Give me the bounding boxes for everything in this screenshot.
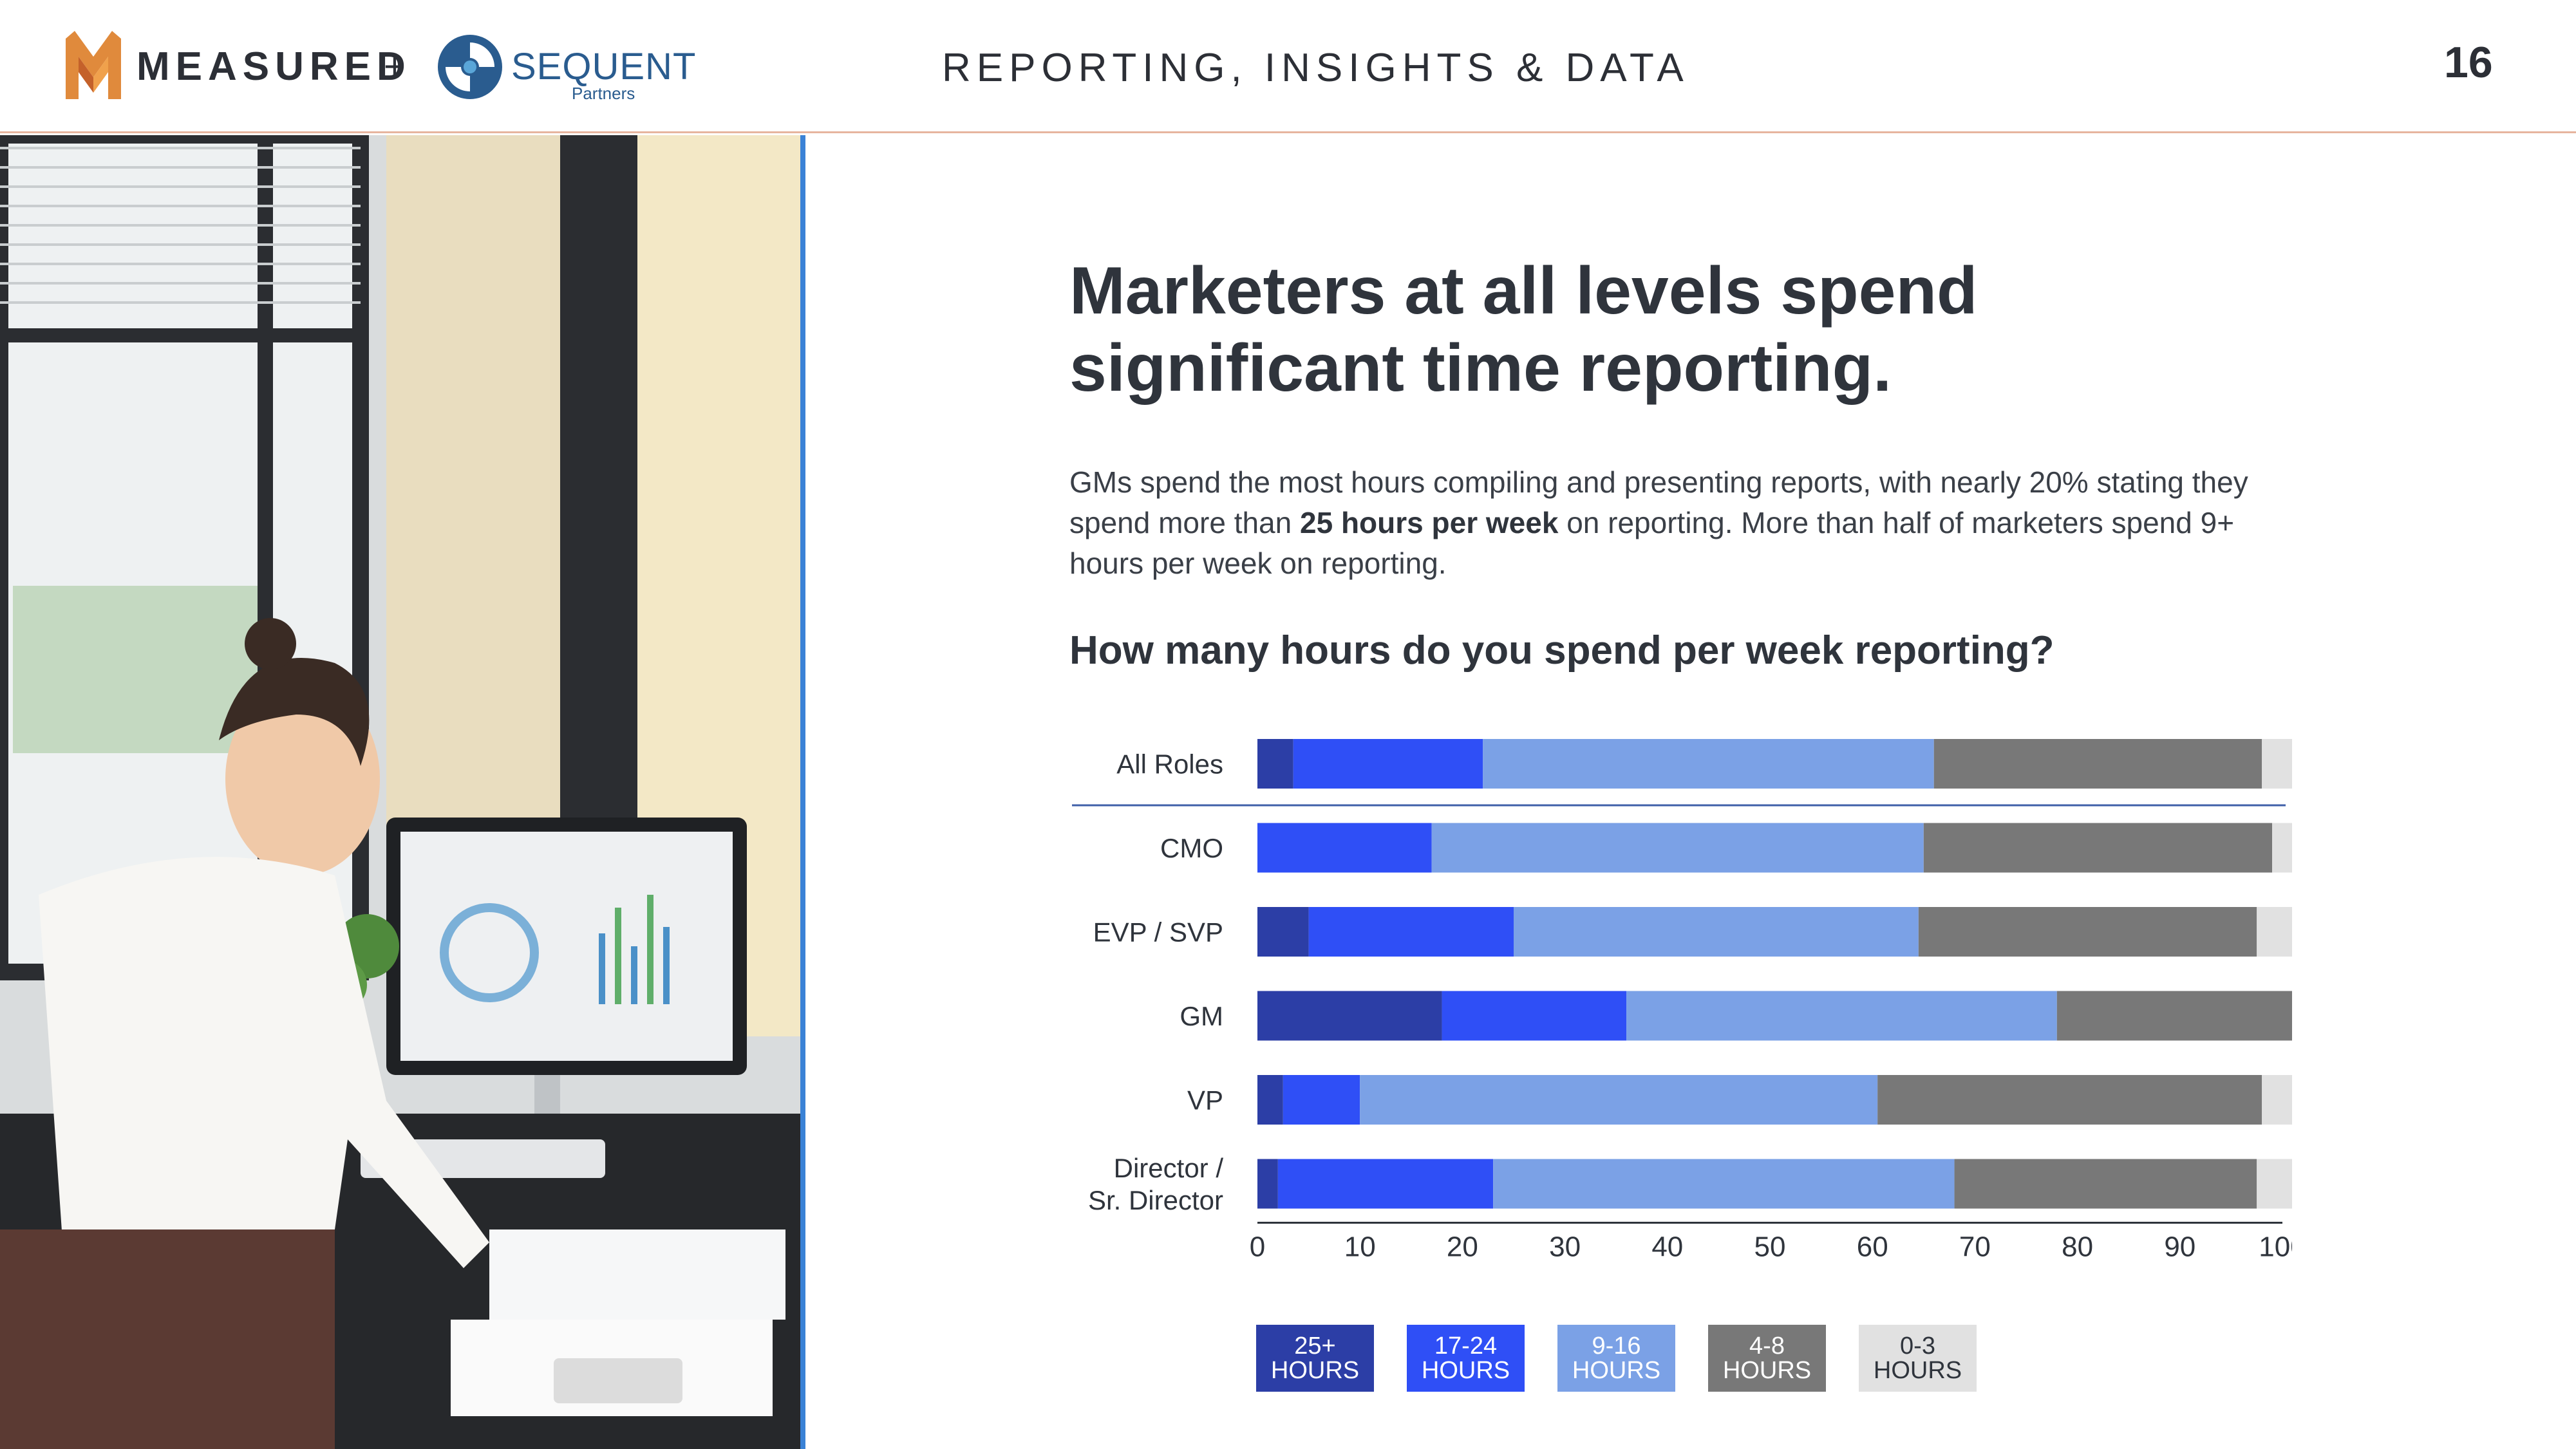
bar-segment xyxy=(1360,1075,1878,1125)
bar-segment xyxy=(1918,907,2257,957)
legend-item: 25+ HOURS xyxy=(1256,1325,1374,1392)
sequent-brand-subtitle: Partners xyxy=(572,84,635,103)
bar-segment xyxy=(1626,991,2057,1041)
headline-line-1: Marketers at all levels spend xyxy=(1069,254,1978,328)
bar-segment xyxy=(1514,907,1919,957)
x-tick-label: 60 xyxy=(1857,1231,1888,1263)
bar-segment xyxy=(1257,1159,1278,1209)
body-paragraph: GMs spend the most hours compiling and p… xyxy=(1069,462,2293,584)
legend-label: 9-16 xyxy=(1592,1332,1641,1360)
category-label: All Roles xyxy=(1116,749,1223,780)
legend-label: HOURS xyxy=(1873,1357,1962,1384)
office-scene-illustration xyxy=(0,135,800,1449)
header-bar: MEASURED + SEQUENT Partners REPORTING, I… xyxy=(0,0,2576,133)
bar-segment xyxy=(1483,739,1934,789)
bar-segment xyxy=(1257,823,1432,873)
legend-label: HOURS xyxy=(1421,1357,1510,1384)
bar-segment xyxy=(1954,1159,2257,1209)
x-tick-label: 0 xyxy=(1250,1231,1265,1263)
x-tick-label: 90 xyxy=(2164,1231,2195,1263)
bar-segment xyxy=(2262,739,2292,789)
sequent-brand: SEQUENT xyxy=(511,46,697,88)
bar-segment xyxy=(1293,739,1483,789)
x-tick-label: 30 xyxy=(1549,1231,1581,1263)
bar-segment xyxy=(1257,1075,1283,1125)
bar-segment xyxy=(1257,739,1293,789)
legend-item: 17-24 HOURS xyxy=(1407,1325,1525,1392)
x-tick-label: 50 xyxy=(1754,1231,1786,1263)
bar-segment xyxy=(2056,991,2292,1041)
photo-divider xyxy=(800,135,805,1449)
bar-segment xyxy=(1308,907,1514,957)
bar-segment xyxy=(2257,1159,2292,1209)
section-title: REPORTING, INSIGHTS & DATA xyxy=(942,46,1689,90)
bar-segment xyxy=(1493,1159,1955,1209)
body-text-2: on reporting. More than half of marketer… xyxy=(1069,506,2235,580)
bar-segment xyxy=(1257,991,1442,1041)
chart-question: How many hours do you spend per week rep… xyxy=(1069,628,2054,673)
x-tick-label: 100 xyxy=(2259,1231,2292,1263)
legend-item: 0-3 HOURS xyxy=(1859,1325,1977,1392)
headline: Marketers at all levels spend significan… xyxy=(1069,252,2357,407)
measured-brand: MEASURED xyxy=(136,44,411,89)
category-label: EVP / SVP xyxy=(1093,917,1223,948)
legend-label: HOURS xyxy=(1270,1357,1360,1384)
bar-segment xyxy=(1431,823,1924,873)
bar-segment xyxy=(2257,907,2292,957)
body-text-bold: 25 hours per week xyxy=(1300,506,1559,539)
legend-label: HOURS xyxy=(1572,1357,1661,1384)
stacked-bar-chart: All Roles CMO EVP / SVP GM VP Director /Sr. D… xyxy=(1072,739,2292,1263)
legend-item: 4-8 HOURS xyxy=(1708,1325,1826,1392)
sequent-logo-icon xyxy=(438,35,502,99)
x-tick-label: 10 xyxy=(1344,1231,1376,1263)
x-tick-label: 20 xyxy=(1447,1231,1478,1263)
bar-segment xyxy=(1257,907,1309,957)
legend-label: HOURS xyxy=(1722,1357,1812,1384)
category-label: Sr. Director xyxy=(1088,1185,1223,1215)
bar-segment xyxy=(2262,1075,2292,1125)
headline-line-2: significant time reporting. xyxy=(1069,331,1892,406)
bar-segment xyxy=(1283,1075,1360,1125)
bar-segment xyxy=(1923,823,2273,873)
category-label: Director / xyxy=(1114,1153,1224,1183)
legend-label: 0-3 xyxy=(1900,1332,1935,1360)
measured-logo-icon xyxy=(66,31,121,99)
office-photo xyxy=(0,135,800,1449)
category-label: VP xyxy=(1187,1085,1223,1116)
bar-segment xyxy=(1933,739,2262,789)
page-number: 16 xyxy=(2444,38,2493,87)
x-tick-label: 70 xyxy=(1959,1231,1991,1263)
bar-segment xyxy=(2272,823,2292,873)
category-label: GM xyxy=(1180,1001,1223,1031)
bar-segment xyxy=(1277,1159,1494,1209)
body-text-1: GMs spend the most hours compiling and p… xyxy=(1069,465,2248,539)
legend-label: 17-24 xyxy=(1434,1332,1498,1360)
legend-label: 4-8 xyxy=(1749,1332,1785,1360)
bar-segment xyxy=(1442,991,1627,1041)
x-tick-label: 40 xyxy=(1651,1231,1683,1263)
bar-segment xyxy=(1877,1075,2262,1125)
legend-label: 25+ xyxy=(1294,1332,1336,1360)
category-label: CMO xyxy=(1160,833,1223,863)
plus-sign: + xyxy=(384,46,406,88)
legend-item: 9-16 HOURS xyxy=(1557,1325,1675,1392)
x-tick-label: 80 xyxy=(2062,1231,2093,1263)
